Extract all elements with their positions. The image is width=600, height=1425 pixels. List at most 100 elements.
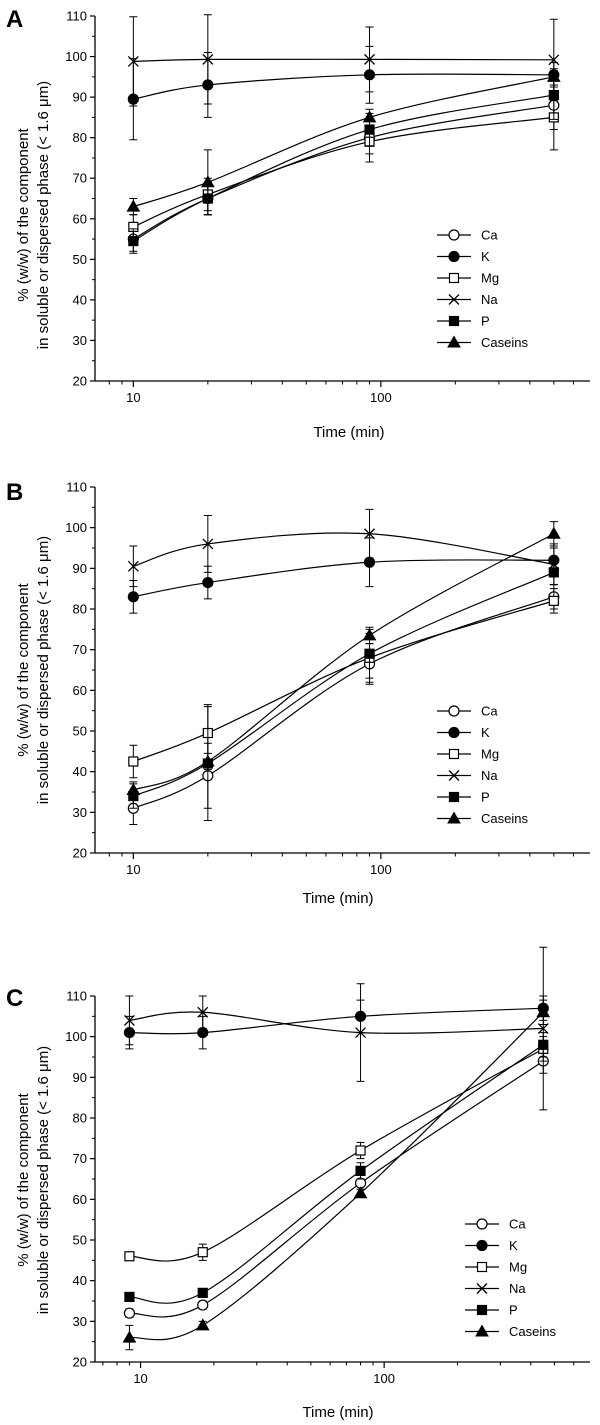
series-mg [128, 84, 559, 240]
series-p [124, 1032, 549, 1304]
data-point-caseins [362, 628, 377, 641]
legend-marker-p [448, 315, 460, 327]
series-line-mg [129, 1048, 544, 1262]
y-axis-title-line1: % (w/w) of the component [15, 127, 32, 301]
legend-label: P [481, 314, 490, 329]
data-point-caseins [200, 175, 215, 188]
data-point-p [548, 89, 559, 101]
legend-marker-caseins [475, 1324, 489, 1337]
y-tick-label: 50 [73, 252, 87, 267]
series-line-p [129, 1044, 544, 1304]
legend-marker-ca [476, 1218, 488, 1230]
data-point-k [202, 576, 214, 589]
y-tick-label: 50 [73, 1233, 87, 1248]
legend-item-p: P [437, 314, 490, 329]
data-point-caseins [126, 199, 141, 212]
data-point-na [364, 53, 375, 65]
data-point-p [538, 1039, 549, 1050]
x-tick-label: 100 [373, 1371, 395, 1386]
data-point-ca [123, 1307, 136, 1319]
legend-marker-na [476, 1283, 488, 1294]
y-tick-label: 90 [73, 90, 87, 105]
data-point-na [127, 55, 139, 67]
data-point-p [355, 1165, 366, 1176]
legend-label: Ca [509, 1217, 526, 1232]
data-point-caseins [195, 1318, 210, 1331]
data-point-caseins [546, 69, 561, 82]
legend-label: K [481, 249, 490, 264]
y-tick-label: 30 [73, 805, 87, 820]
series-k [127, 537, 560, 614]
legend-label: K [509, 1238, 518, 1253]
y-tick-label: 20 [73, 374, 87, 389]
panel-label-a: A [6, 6, 23, 33]
panel-a: A % (w/w) of the component in soluble or… [6, 6, 590, 441]
y-tick-label: 20 [73, 1355, 87, 1370]
series-line-k [129, 1007, 544, 1035]
legend-item-na: Na [437, 292, 498, 307]
legend-item-caseins: Caseins [437, 335, 528, 350]
data-point-p [364, 124, 375, 135]
legend-item-ca: Ca [465, 1217, 526, 1232]
y-tick-label: 80 [73, 602, 87, 617]
y-axis-title-line2: in soluble or dispersed phase (< 1.6 μm) [35, 81, 52, 349]
y-tick-label: 90 [73, 1070, 87, 1085]
legend-item-mg: Mg [465, 1260, 527, 1275]
legend-marker-mg [476, 1261, 488, 1273]
series-line-na [129, 1011, 544, 1034]
legend-marker-p [476, 1304, 488, 1316]
x-tick-label: 10 [133, 1371, 147, 1386]
y-axis-title-a: % (w/w) of the component in soluble or d… [15, 81, 52, 349]
legend-marker-na [448, 770, 460, 781]
y-axis-title-line1: % (w/w) of the component [15, 582, 32, 756]
y-tick-label: 30 [73, 333, 87, 348]
legend-label: Mg [481, 271, 499, 286]
data-point-caseins [546, 526, 561, 539]
data-point-caseins [536, 1005, 551, 1018]
data-point-caseins [200, 754, 215, 767]
series-caseins [126, 521, 561, 799]
legend-item-mg: Mg [437, 271, 499, 286]
legend-label: P [509, 1303, 518, 1318]
series-line-mg [133, 116, 554, 228]
x-axis-title-c: Time (min) [302, 1404, 373, 1421]
legend-marker-p [448, 791, 460, 803]
legend-marker-mg [448, 748, 460, 760]
data-point-mg [355, 1145, 366, 1156]
y-tick-label: 20 [73, 846, 87, 861]
legend-item-ca: Ca [437, 228, 498, 243]
series-p [128, 70, 559, 254]
data-point-mg [548, 595, 559, 606]
data-point-na [355, 1027, 367, 1039]
y-tick-label: 100 [65, 520, 87, 535]
legend-marker-caseins [447, 811, 461, 824]
data-point-na [127, 560, 139, 572]
y-tick-label: 90 [73, 561, 87, 576]
legend-label: Na [481, 292, 498, 307]
series-line-na [133, 58, 554, 63]
panel-label-b: B [6, 479, 23, 506]
legend-label: Caseins [481, 335, 528, 350]
legend-marker-caseins [447, 335, 461, 348]
legend-item-k: K [437, 249, 490, 264]
data-point-na [202, 53, 214, 65]
y-axis-title-b: % (w/w) of the component in soluble or d… [15, 536, 52, 804]
plot-area-a: 20 30 40 50 60 70 80 90 100 110 10 100 Ca K Mg Na P Casei… [65, 9, 590, 405]
series-line-ca [129, 1060, 544, 1318]
legend-label: Na [509, 1281, 526, 1296]
series-line-k [133, 73, 554, 100]
y-tick-label: 70 [73, 171, 87, 186]
legend-item-k: K [437, 725, 490, 740]
legend-marker-mg [448, 272, 460, 284]
x-tick-label: 10 [126, 390, 140, 405]
series-line-p [133, 94, 554, 242]
y-axis-title-c: % (w/w) of the component in soluble or d… [15, 1046, 52, 1314]
y-axis-title-line2: in soluble or dispersed phase (< 1.6 μm) [35, 1046, 52, 1314]
plot-area-b: 20 30 40 50 60 70 80 90 100 110 10 100 Ca K Mg Na P Casei… [65, 480, 590, 877]
series-line-mg [133, 600, 555, 763]
legend-item-na: Na [437, 768, 498, 783]
data-point-p [548, 567, 559, 578]
panel-b: B % (w/w) of the component in soluble or… [6, 479, 590, 907]
data-point-p [197, 1287, 208, 1298]
series-line-ca [133, 104, 554, 240]
